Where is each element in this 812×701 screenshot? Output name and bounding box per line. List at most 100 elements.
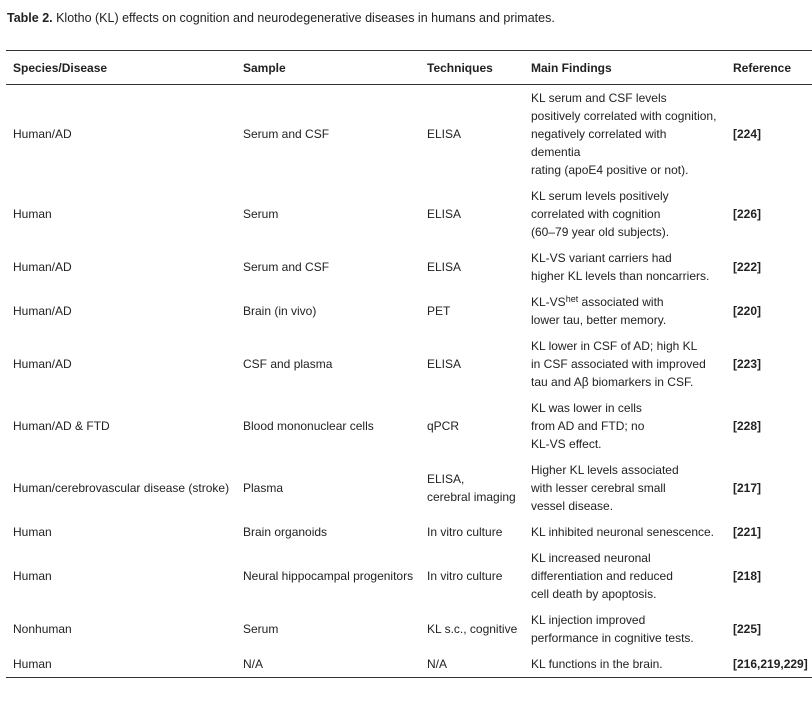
header-findings: Main Findings [531,60,612,75]
techniques-line: KL s.c., cognitive [427,622,518,636]
findings-line: with lesser cerebral small [531,481,666,495]
table-caption-text: Klotho (KL) effects on cognition and neu… [52,11,555,25]
cell-findings: KL-VS variant carriers had higher KL leve… [524,245,726,289]
findings-line: KL lower in CSF of AD; high KL [531,339,698,353]
findings-line: KL was lower in cells [531,401,642,415]
findings-line: rating (apoE4 positive or not). [531,163,689,177]
reference-link[interactable]: [223] [733,357,762,371]
cell-reference: [218] [726,545,812,607]
reference-link[interactable]: [217] [733,481,762,495]
cell-findings: KL lower in CSF of AD; high KL in CSF ass… [524,333,726,395]
findings-line: KL-VS effect. [531,437,602,451]
techniques-line: cerebral imaging [427,490,516,504]
cell-reference: [221] [726,519,812,545]
cell-reference: [226] [726,183,812,245]
cell-techniques: ELISA [420,245,524,289]
reference-link[interactable]: [222] [733,260,762,274]
findings-line: KL serum levels positively [531,189,669,203]
table-row: Human/AD & FTD Blood mononuclear cells qPC… [6,395,812,457]
cell-sample: Brain organoids [243,525,328,539]
table-row: Human Neural hippocampal progenitors In vi… [6,545,812,607]
findings-line: dementia [531,145,581,159]
table-row: Nonhuman Serum KL s.c., cognitive KL inject… [6,607,812,651]
cell-species: Human/AD [13,260,72,274]
techniques-line: PET [427,304,451,318]
cell-techniques: qPCR [420,395,524,457]
findings-line: KL inhibited neuronal senescence. [531,525,715,539]
header-techniques: Techniques [427,60,493,75]
reference-link[interactable]: [218] [733,569,762,583]
reference-link[interactable]: [221] [733,525,762,539]
cell-species: Human/AD [13,304,72,318]
findings-line: Higher KL levels associated [531,463,679,477]
cell-species: Human/AD & FTD [13,419,110,433]
table-row: Human/AD Serum and CSF ELISA KL-VS variant … [6,245,812,289]
reference-link[interactable]: [225] [733,622,762,636]
cell-techniques: ELISA [420,333,524,395]
techniques-line: ELISA [427,357,462,371]
cell-findings: KL serum levels positively correlated wit… [524,183,726,245]
cell-sample: Brain (in vivo) [243,304,317,318]
techniques-line: In vitro culture [427,569,503,583]
table-row: Human/cerebrovascular disease (stroke) Pl… [6,457,812,519]
reference-link[interactable]: [226] [733,207,762,221]
reference-link[interactable]: [216,219,229] [733,657,808,671]
cell-species: Human/AD [13,357,72,371]
findings-line: (60–79 year old subjects). [531,225,670,239]
techniques-line: N/A [427,657,448,671]
cell-findings: KL inhibited neuronal senescence. [524,519,726,545]
klotho-table: Species/Disease Sample Techniques Main F… [6,50,812,678]
cell-reference: [222] [726,245,812,289]
cell-species: Nonhuman [13,622,72,636]
cell-findings: KL was lower in cells from AD and FTD; no… [524,395,726,457]
reference-link[interactable]: [228] [733,419,762,433]
findings-line: vessel disease. [531,499,614,513]
techniques-line: In vitro culture [427,525,503,539]
findings-line: KL-VShet associated with [531,293,726,311]
header-reference: Reference [733,60,792,75]
findings-line: KL serum and CSF levels [531,91,667,105]
reference-link[interactable]: [220] [733,304,762,318]
findings-line: from AD and FTD; no [531,419,645,433]
findings-line: KL functions in the brain. [531,657,663,671]
cell-sample: Neural hippocampal progenitors [243,569,414,583]
findings-line: differentiation and reduced [531,569,673,583]
table-row: Human N/A N/A KL functions in the brain. [21… [6,651,812,678]
cell-techniques: ELISA, cerebral imaging [420,457,524,519]
table-header-row: Species/Disease Sample Techniques Main F… [6,50,812,85]
cell-sample: Plasma [243,481,284,495]
techniques-line: ELISA [427,127,462,141]
table-caption: Table 2. Klotho (KL) effects on cognitio… [7,11,555,25]
cell-techniques: PET [420,289,524,333]
cell-reference: [216,219,229] [726,651,812,678]
cell-reference: [220] [726,289,812,333]
cell-techniques: In vitro culture [420,519,524,545]
findings-line: higher KL levels than noncarriers. [531,269,710,283]
findings-line: negatively correlated with [531,127,667,141]
techniques-line: ELISA [427,207,462,221]
cell-sample: N/A [243,657,264,671]
findings-line: tau and Aβ biomarkers in CSF. [531,375,694,389]
cell-reference: [217] [726,457,812,519]
cell-techniques: ELISA [420,85,524,184]
findings-line: correlated with cognition [531,207,661,221]
cell-species: Human/cerebrovascular disease (stroke) [13,481,230,495]
findings-line: lower tau, better memory. [531,313,667,327]
cell-species: Human [13,657,52,671]
cell-techniques: N/A [420,651,524,678]
findings-line: KL-VS variant carriers had [531,251,672,265]
cell-findings: KL-VShet associated with lower tau, bette… [524,289,726,333]
cell-findings: KL functions in the brain. [524,651,726,678]
cell-findings: KL injection improved performance in cogn… [524,607,726,651]
table-row: Human/AD Serum and CSF ELISA KL serum and C… [6,85,812,184]
reference-link[interactable]: [224] [733,127,762,141]
findings-line: positively correlated with cognition, [531,109,717,123]
cell-reference: [225] [726,607,812,651]
cell-sample: Serum and CSF [243,127,330,141]
cell-sample: Serum [243,207,279,221]
table-body: Human/AD Serum and CSF ELISA KL serum and C… [6,85,812,678]
findings-line: KL increased neuronal [531,551,651,565]
techniques-line: ELISA, [427,472,465,486]
cell-species: Human [13,569,52,583]
header-species: Species/Disease [13,60,108,75]
